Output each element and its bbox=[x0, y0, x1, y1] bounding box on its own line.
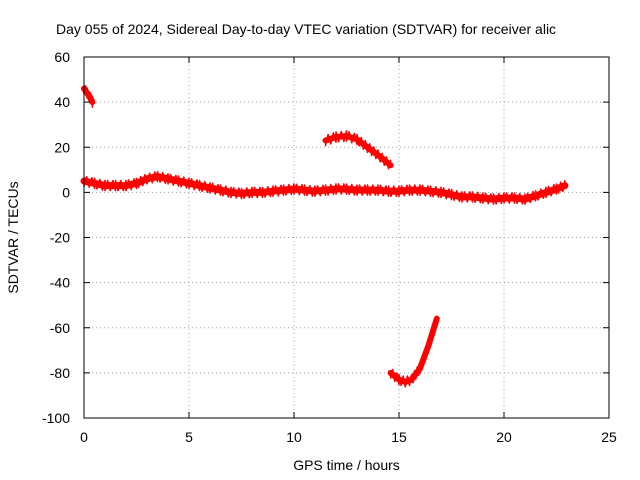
y-tick-label: 20 bbox=[54, 139, 70, 155]
series-jitter bbox=[83, 85, 94, 108]
grid-layer bbox=[84, 57, 609, 418]
y-tick-label: 0 bbox=[62, 184, 70, 200]
x-tick-label: 5 bbox=[185, 429, 193, 445]
tick-layer: 0 5 10 15 20 25 -100 -80 -60 -40 -20 0 20 40 60 bbox=[42, 49, 617, 445]
y-axis-label: SDTVAR / TECUs bbox=[5, 181, 21, 293]
x-tick-label: 15 bbox=[391, 429, 407, 445]
x-tick-label: 0 bbox=[80, 429, 88, 445]
x-tick-label: 10 bbox=[286, 429, 302, 445]
x-axis-label: GPS time / hours bbox=[293, 457, 400, 473]
y-tick-label: -80 bbox=[50, 365, 70, 381]
chart-title: Day 055 of 2024, Sidereal Day-to-day VTE… bbox=[56, 21, 556, 37]
y-tick-label: -40 bbox=[50, 275, 70, 291]
y-tick-label: 60 bbox=[54, 49, 70, 65]
y-tick-label: -60 bbox=[50, 320, 70, 336]
series-jitter bbox=[389, 315, 438, 388]
y-tick-label: 40 bbox=[54, 94, 70, 110]
y-tick-label: -100 bbox=[42, 410, 70, 426]
series-jitter bbox=[83, 170, 566, 205]
plot-frame bbox=[83, 56, 610, 419]
x-tick-label: 20 bbox=[496, 429, 512, 445]
y-tick-label: -20 bbox=[50, 230, 70, 246]
x-tick-label: 25 bbox=[601, 429, 617, 445]
series-layer bbox=[80, 85, 569, 388]
series-jitter bbox=[324, 130, 392, 170]
